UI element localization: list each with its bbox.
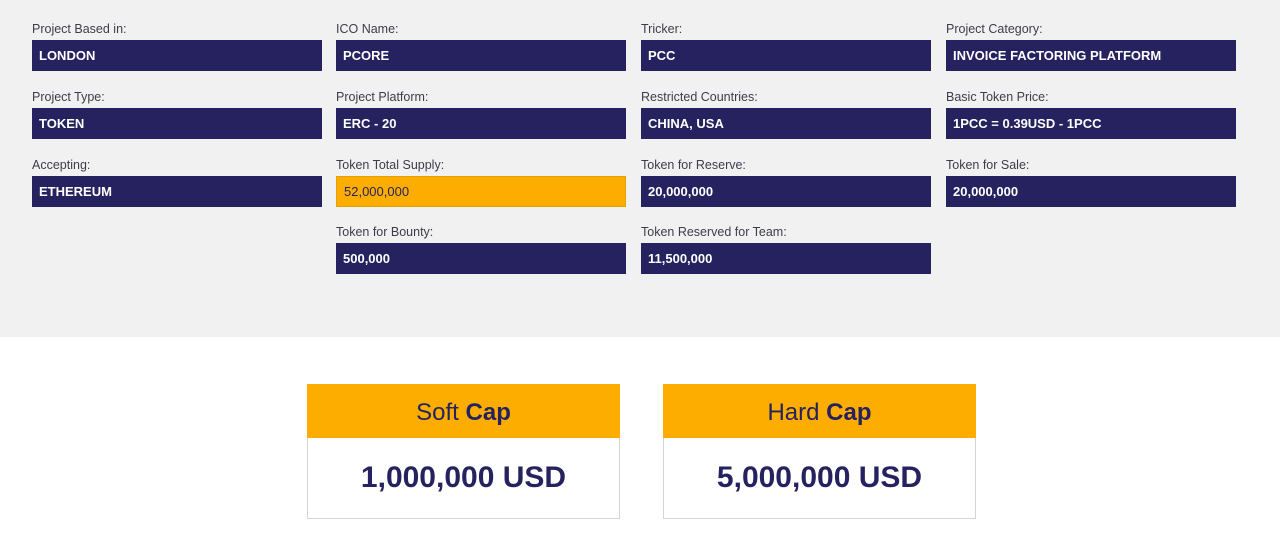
field-label: Token for Bounty: — [336, 225, 434, 239]
hard-cap-title-bold: Cap — [826, 399, 872, 426]
field-label: Project Type: — [32, 90, 105, 104]
field-label: Accepting: — [32, 158, 91, 172]
field-label: Project Category: — [946, 22, 1043, 36]
field-value: TOKEN — [32, 108, 322, 139]
field-label: ICO Name: — [336, 22, 399, 36]
field-value: 20,000,000 — [946, 176, 1236, 207]
field-value: ETHEREUM — [32, 176, 322, 207]
hard-cap-header: Hard Cap — [663, 384, 976, 439]
field-value: LONDON — [32, 40, 322, 71]
field-value: PCC — [641, 40, 931, 71]
field-label: Token Reserved for Team: — [641, 225, 787, 239]
hard-cap-value: 5,000,000 USD — [663, 438, 976, 519]
soft-cap-header: Soft Cap — [307, 384, 620, 439]
soft-cap-title-bold: Cap — [465, 399, 511, 426]
field-value-highlighted: 52,000,000 — [336, 176, 626, 207]
field-value: INVOICE FACTORING PLATFORM — [946, 40, 1236, 71]
field-label: Restricted Countries: — [641, 90, 758, 104]
field-label: Token Total Supply: — [336, 158, 445, 172]
field-value: ERC - 20 — [336, 108, 626, 139]
soft-cap-card: Soft Cap 1,000,000 USD — [307, 384, 620, 519]
field-value: 1PCC = 0.39USD - 1PCC — [946, 108, 1236, 139]
field-label: Token for Sale: — [946, 158, 1030, 172]
soft-cap-value: 1,000,000 USD — [307, 438, 620, 519]
field-label: Tricker: — [641, 22, 683, 36]
field-label: Project Platform: — [336, 90, 429, 104]
field-value: 20,000,000 — [641, 176, 931, 207]
field-label: Basic Token Price: — [946, 90, 1049, 104]
field-value: CHINA, USA — [641, 108, 931, 139]
field-label: Project Based in: — [32, 22, 127, 36]
ico-details-panel: Project Based in: LONDON ICO Name: PCORE… — [0, 0, 1280, 337]
hard-cap-title-light: Hard — [767, 399, 820, 426]
field-value: 11,500,000 — [641, 243, 931, 274]
field-label: Token for Reserve: — [641, 158, 746, 172]
field-value: 500,000 — [336, 243, 626, 274]
field-value: PCORE — [336, 40, 626, 71]
hard-cap-card: Hard Cap 5,000,000 USD — [663, 384, 976, 519]
soft-cap-title-light: Soft — [416, 399, 459, 426]
